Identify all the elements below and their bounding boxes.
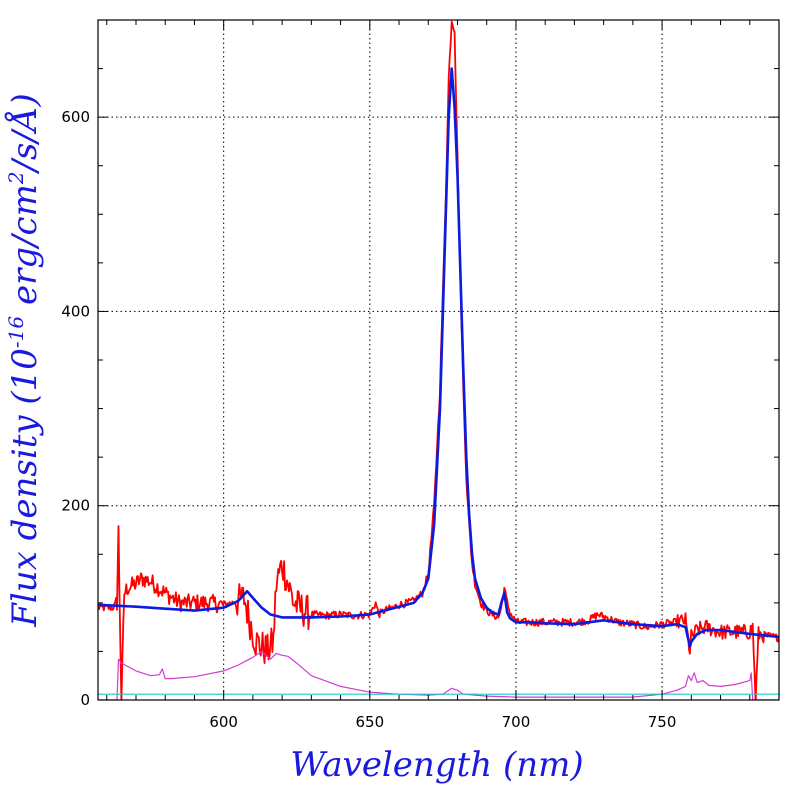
x-tick-label: 750 bbox=[648, 713, 677, 731]
series-line-2 bbox=[98, 67, 779, 648]
x-tick-label: 600 bbox=[209, 713, 238, 731]
x-tick-label: 650 bbox=[355, 713, 384, 731]
grid-lines bbox=[98, 20, 779, 700]
y-axis-title: Flux density (10-16 erg/cm2/s/Å) bbox=[4, 93, 45, 628]
y-tick-label: 0 bbox=[80, 691, 90, 709]
axis-ticks bbox=[98, 19, 780, 701]
y-tick-label: 400 bbox=[61, 302, 90, 320]
plot-area bbox=[98, 20, 779, 700]
y-tick-label: 200 bbox=[61, 497, 90, 515]
y-tick-label: 600 bbox=[61, 108, 90, 126]
y-axis-title-exp1: -16 bbox=[4, 316, 28, 348]
tick-labels: 600 650 700 750 0 200 400 600 bbox=[61, 108, 676, 731]
x-axis-title: Wavelength (nm) bbox=[290, 745, 583, 785]
y-axis-title-part2: erg/cm bbox=[5, 184, 45, 316]
y-axis-title-part1: Flux density (10 bbox=[5, 348, 45, 628]
x-tick-label: 700 bbox=[502, 713, 531, 731]
y-axis-title-part3: /s/Å) bbox=[4, 93, 45, 174]
y-axis-title-exp2: 2 bbox=[4, 171, 28, 185]
